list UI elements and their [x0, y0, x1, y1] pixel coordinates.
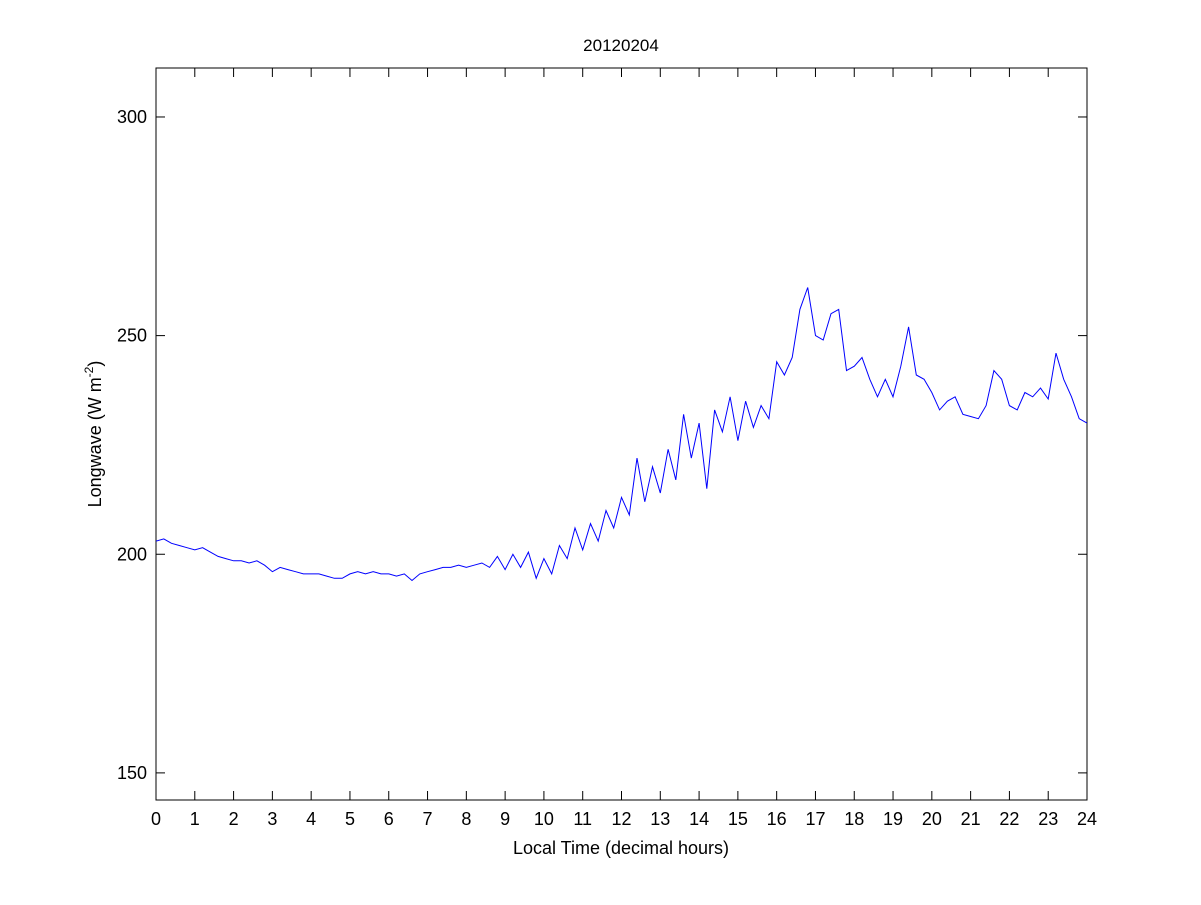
x-tick-label: 5: [345, 809, 355, 829]
x-tick-label: 11: [573, 809, 592, 829]
x-tick-label: 23: [1038, 809, 1058, 829]
x-tick-label: 14: [689, 809, 709, 829]
x-tick-label: 6: [384, 809, 394, 829]
x-tick-label: 1: [190, 809, 200, 829]
x-tick-label: 16: [767, 809, 787, 829]
series-line-longwave: [156, 287, 1087, 582]
x-tick-label: 24: [1077, 809, 1097, 829]
y-axis-label: Longwave (W m-2): [82, 361, 105, 508]
y-tick-label: 200: [117, 544, 147, 564]
x-tick-label: 19: [883, 809, 903, 829]
x-tick-label: 21: [961, 809, 981, 829]
x-tick-label: 12: [611, 809, 631, 829]
x-tick-label: 15: [728, 809, 748, 829]
x-tick-label: 9: [500, 809, 510, 829]
x-axis-label: Local Time (decimal hours): [513, 838, 729, 858]
x-tick-label: 17: [805, 809, 825, 829]
x-tick-label: 8: [461, 809, 471, 829]
y-axis-label-main: Longwave (W m: [85, 377, 105, 507]
x-tick-label: 22: [999, 809, 1019, 829]
x-tick-label: 10: [534, 809, 554, 829]
y-tick-label: 250: [117, 326, 147, 346]
x-tick-label: 3: [267, 809, 277, 829]
x-tick-label: 20: [922, 809, 942, 829]
x-tick-label: 18: [844, 809, 864, 829]
x-tick-label: 13: [650, 809, 670, 829]
x-tick-label: 4: [306, 809, 316, 829]
y-tick-label: 150: [117, 763, 147, 783]
y-axis-label-exponent: -2: [82, 366, 96, 377]
x-tick-label: 7: [423, 809, 433, 829]
x-tick-label: 0: [151, 809, 161, 829]
x-tick-label: 2: [229, 809, 239, 829]
plot-area: [155, 67, 1088, 801]
chart-title: 20120204: [583, 36, 659, 55]
y-tick-label: 300: [117, 107, 147, 127]
y-axis-label-suffix: ): [85, 361, 105, 367]
